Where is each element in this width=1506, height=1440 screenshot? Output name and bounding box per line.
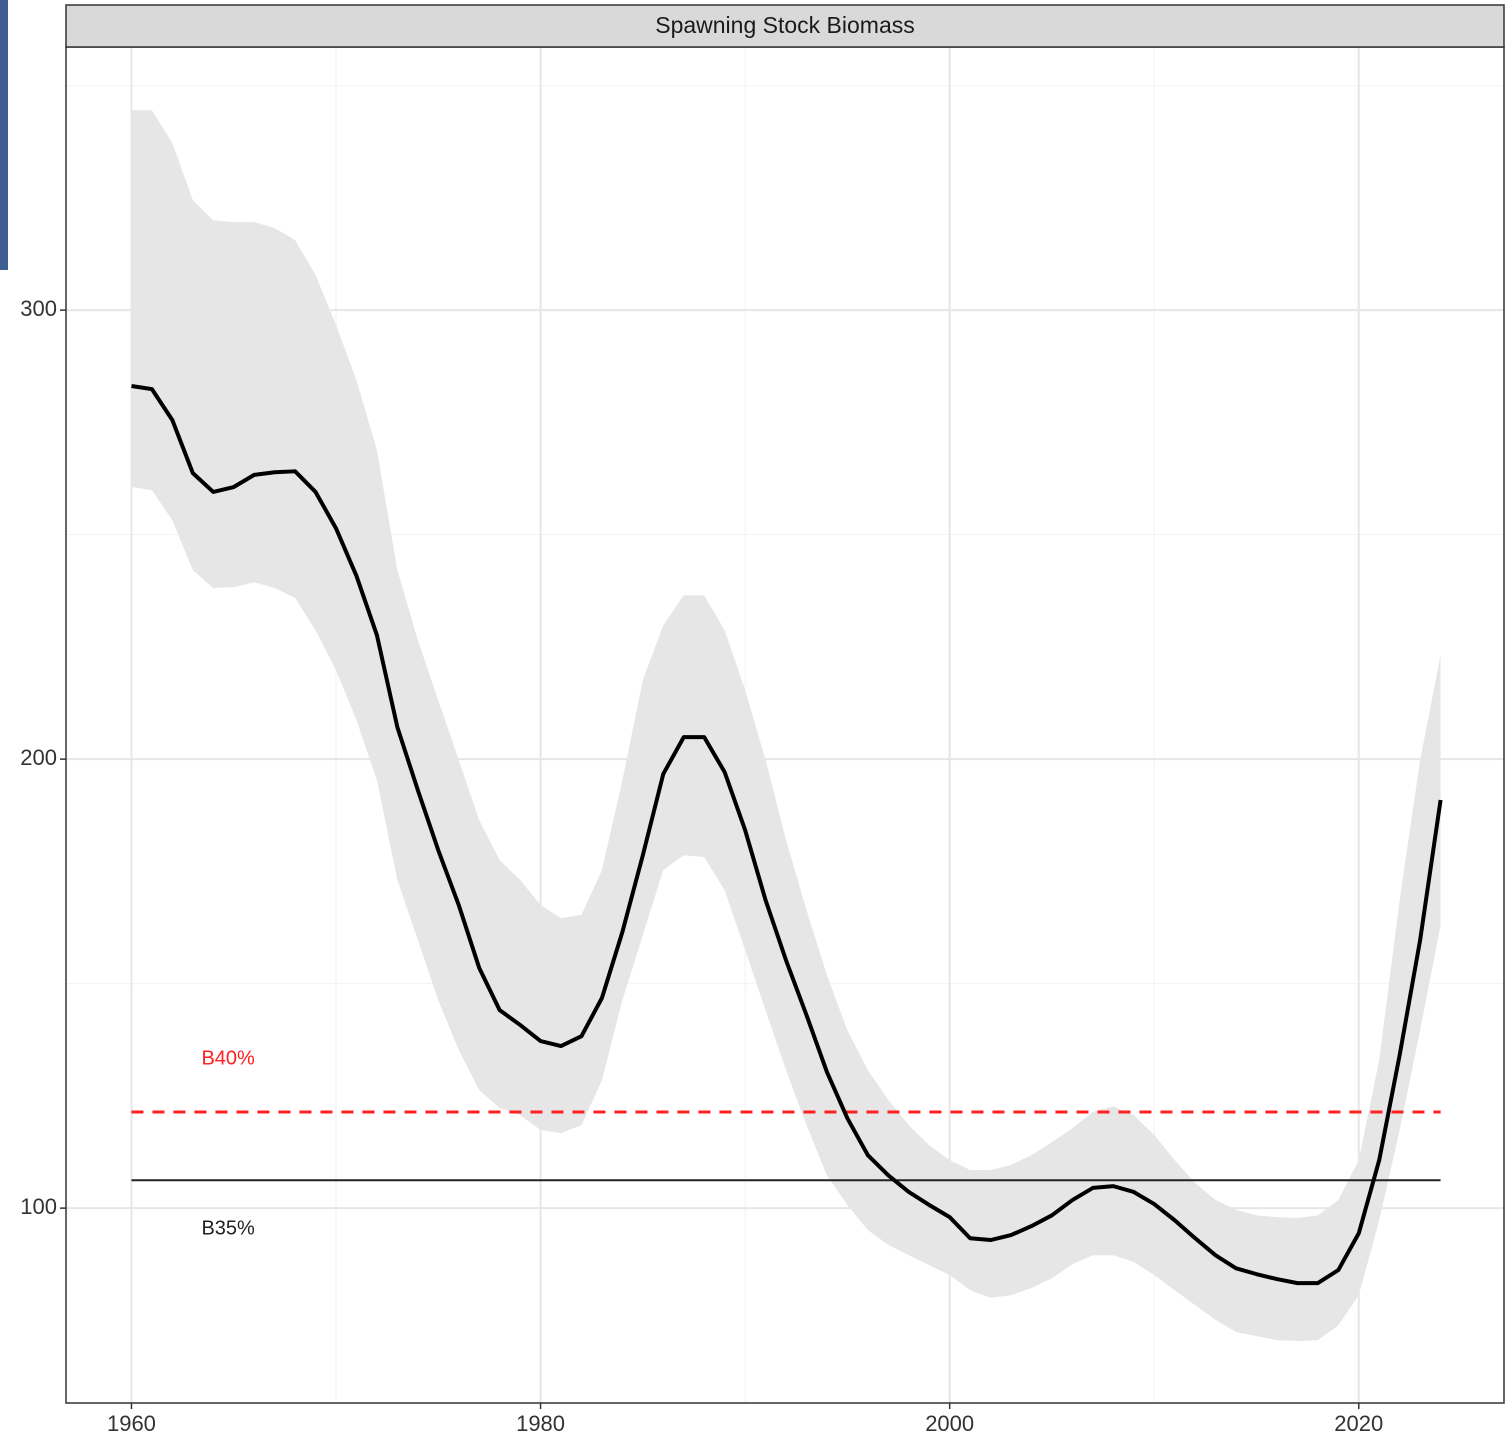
reference-label: B35%: [201, 1218, 255, 1240]
strip: [65, 4, 1505, 48]
chart-title: Spawning Stock Biomass: [655, 12, 915, 38]
cropped-image-edge: [0, 0, 8, 270]
x-tick-label: 2020: [1334, 1411, 1383, 1436]
ssb-line: [131, 384, 1443, 1286]
y-tick-label: 100: [20, 1194, 57, 1219]
y-tick-label: 300: [20, 296, 57, 321]
x-tick-label: 1960: [107, 1411, 156, 1436]
plot-layer: B40% B35%: [66, 47, 1504, 1403]
x-tick-label: 2000: [925, 1411, 974, 1436]
y-tick-label: 200: [20, 745, 57, 770]
x-tick-label: 1980: [516, 1411, 565, 1436]
reference-label: B40%: [201, 1047, 255, 1069]
confidence-band: [131, 110, 1441, 1342]
